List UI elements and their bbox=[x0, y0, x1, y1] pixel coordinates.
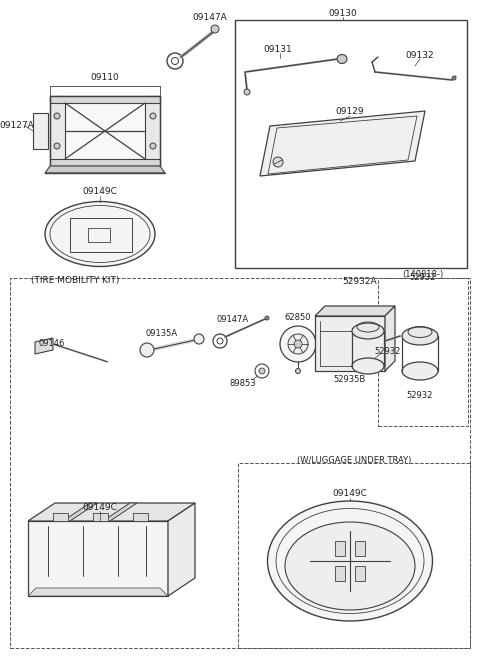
Polygon shape bbox=[93, 513, 108, 521]
Ellipse shape bbox=[285, 522, 415, 610]
Text: 09129: 09129 bbox=[336, 108, 364, 117]
Text: (TIRE MOBILITY KIT): (TIRE MOBILITY KIT) bbox=[31, 276, 119, 285]
Bar bbox=[10, 278, 470, 648]
Polygon shape bbox=[385, 306, 395, 371]
Polygon shape bbox=[355, 541, 365, 556]
Polygon shape bbox=[315, 316, 385, 371]
Circle shape bbox=[211, 25, 219, 33]
Polygon shape bbox=[45, 166, 165, 173]
Polygon shape bbox=[33, 113, 48, 149]
Circle shape bbox=[54, 113, 60, 119]
Text: (W/LUGGAGE UNDER TRAY): (W/LUGGAGE UNDER TRAY) bbox=[297, 455, 411, 464]
Text: 09149C: 09149C bbox=[83, 188, 118, 197]
Bar bbox=[238, 463, 470, 648]
Circle shape bbox=[54, 143, 60, 149]
Polygon shape bbox=[133, 513, 148, 521]
Ellipse shape bbox=[337, 54, 347, 64]
Polygon shape bbox=[103, 503, 137, 521]
Ellipse shape bbox=[267, 501, 432, 621]
Circle shape bbox=[296, 369, 300, 373]
Circle shape bbox=[194, 334, 204, 344]
Polygon shape bbox=[28, 588, 168, 596]
Bar bbox=[50, 96, 160, 166]
Ellipse shape bbox=[352, 358, 384, 374]
Text: 52935B: 52935B bbox=[334, 375, 366, 384]
Bar bbox=[88, 228, 110, 242]
Ellipse shape bbox=[45, 201, 155, 266]
Polygon shape bbox=[335, 566, 345, 581]
Polygon shape bbox=[168, 503, 195, 596]
Polygon shape bbox=[355, 566, 365, 581]
Ellipse shape bbox=[402, 327, 438, 345]
Text: 62850: 62850 bbox=[285, 314, 311, 323]
Polygon shape bbox=[145, 96, 160, 166]
Text: 09127A: 09127A bbox=[0, 121, 35, 131]
Polygon shape bbox=[50, 159, 160, 166]
Polygon shape bbox=[53, 513, 68, 521]
Circle shape bbox=[259, 368, 265, 374]
Circle shape bbox=[288, 334, 308, 354]
Ellipse shape bbox=[352, 323, 384, 339]
Polygon shape bbox=[50, 96, 160, 166]
Circle shape bbox=[150, 143, 156, 149]
Polygon shape bbox=[335, 541, 345, 556]
Text: 09110: 09110 bbox=[91, 73, 120, 81]
Polygon shape bbox=[63, 503, 97, 521]
Bar bbox=[70, 218, 132, 252]
Circle shape bbox=[140, 343, 154, 357]
Text: 52932A: 52932A bbox=[343, 276, 377, 285]
Polygon shape bbox=[315, 306, 395, 316]
Text: 09135A: 09135A bbox=[146, 329, 178, 338]
Bar bbox=[378, 278, 468, 426]
Text: 09147A: 09147A bbox=[217, 314, 249, 323]
Text: 52932: 52932 bbox=[410, 274, 436, 283]
Polygon shape bbox=[50, 96, 160, 103]
Text: (140818-): (140818-) bbox=[402, 270, 444, 279]
Text: 89853: 89853 bbox=[230, 379, 256, 388]
Text: 09146: 09146 bbox=[39, 338, 65, 348]
Bar bbox=[235, 20, 467, 268]
Text: 09147A: 09147A bbox=[192, 14, 228, 22]
Text: 09130: 09130 bbox=[329, 9, 358, 18]
Circle shape bbox=[265, 316, 269, 320]
Circle shape bbox=[273, 157, 283, 167]
Ellipse shape bbox=[402, 362, 438, 380]
Polygon shape bbox=[28, 521, 168, 596]
Circle shape bbox=[452, 76, 456, 80]
Text: 52932: 52932 bbox=[407, 392, 433, 401]
Polygon shape bbox=[28, 503, 195, 521]
Text: 09131: 09131 bbox=[264, 45, 292, 54]
Polygon shape bbox=[50, 96, 65, 166]
Circle shape bbox=[150, 113, 156, 119]
Circle shape bbox=[244, 89, 250, 95]
Polygon shape bbox=[35, 338, 53, 354]
Text: 09149C: 09149C bbox=[333, 489, 367, 499]
Text: 52932: 52932 bbox=[375, 346, 401, 356]
Polygon shape bbox=[260, 111, 425, 176]
Circle shape bbox=[294, 340, 302, 348]
Text: 09149C: 09149C bbox=[83, 504, 118, 512]
Text: 09132: 09132 bbox=[406, 52, 434, 60]
Circle shape bbox=[280, 326, 316, 362]
